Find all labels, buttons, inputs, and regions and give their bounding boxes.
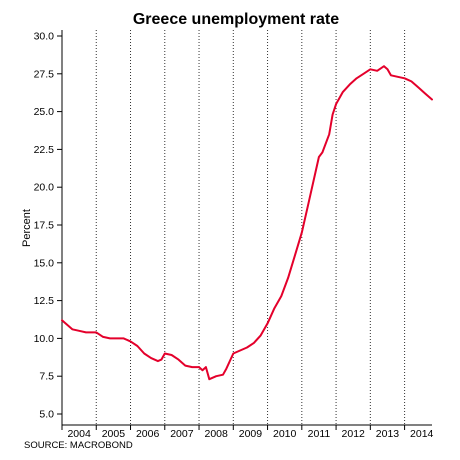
x-tick-label: 2012 [342,428,366,440]
source-note: SOURCE: MACROBOND [24,440,133,451]
grid-lines [95,30,406,425]
y-tick-label: 20.0 [34,182,55,194]
x-tick-label: 2011 [308,428,331,440]
x-tick-label: 2014 [410,428,434,440]
y-tick-label: 15.0 [34,257,55,269]
y-tick-label: 17.5 [34,220,55,232]
x-tick-label: 2013 [376,428,400,440]
y-tick-label: 12.5 [34,295,55,307]
y-tick-label: 7.5 [39,371,54,383]
y-tick-label: 30.0 [34,31,55,43]
x-tick-label: 2004 [67,428,91,440]
chart-title: Greece unemployment rate [133,11,339,28]
y-tick-label: 25.0 [34,106,55,118]
y-axis-ticks: 5.0 7.5 10.0 12.5 15.0 17.5 20.0 22.5 25.0 27.5 30… [34,31,62,421]
x-tick-label: 2010 [273,428,297,440]
x-tick-label: 2006 [136,428,160,440]
y-tick-label: 27.5 [34,68,55,80]
y-axis-label: Percent [21,209,33,247]
x-tick-label: 2007 [170,428,194,440]
x-tick-label: 2009 [239,428,263,440]
y-tick-label: 10.0 [34,333,55,345]
x-tick-label: 2005 [102,428,126,440]
y-tick-label: 22.5 [34,144,55,156]
x-axis-ticks: 2004 2005 2006 2007 2008 2009 2010 2011 2012 2013… [61,425,434,440]
y-tick-label: 5.0 [39,409,54,421]
series-line-unemployment [61,65,433,381]
x-tick-label: 2008 [204,428,228,440]
